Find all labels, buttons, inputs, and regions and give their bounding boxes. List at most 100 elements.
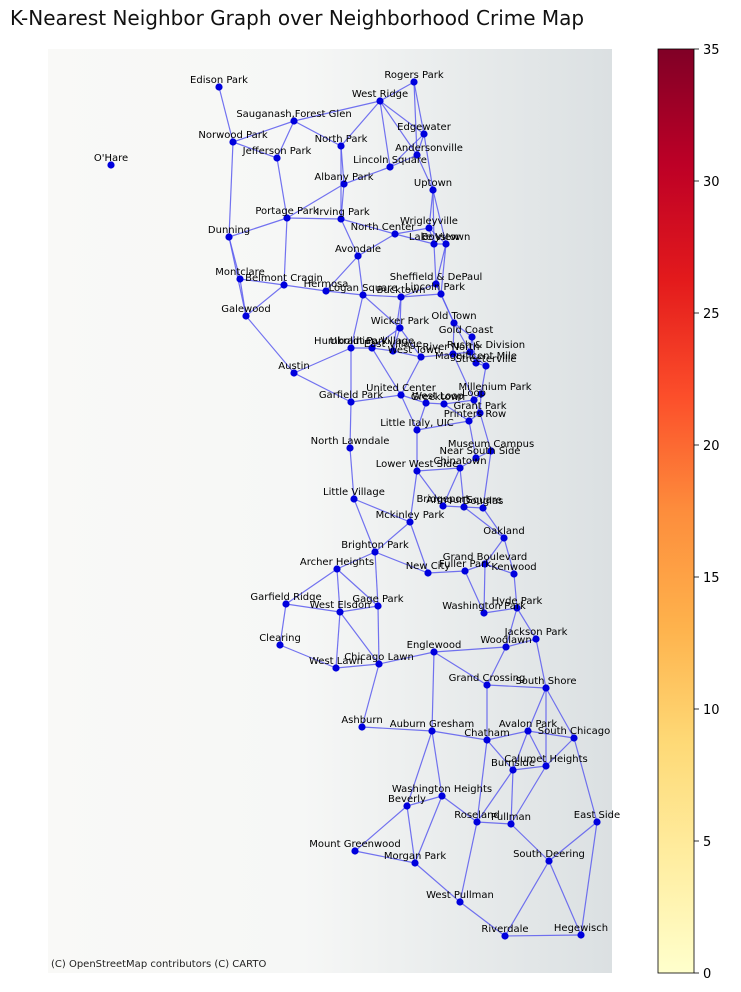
label-morgan-park: Morgan Park (384, 851, 446, 862)
node-portage-park (283, 214, 291, 222)
colorbar-ticks: 0 5 10 15 20 25 30 35 (694, 43, 720, 982)
edge-avalon-park-south-chicago (527, 730, 575, 739)
edge-brighton-park-gage-park (374, 551, 379, 607)
label-chatham: Chatham (464, 728, 510, 739)
node-ashburn (358, 723, 366, 731)
edge-river-north-loop (452, 353, 475, 401)
node-museum-campus (487, 447, 495, 455)
label-little-italy-uic: Little Italy, UIC (380, 418, 454, 429)
node-grant-park (476, 409, 484, 417)
label-archer-heights: Archer Heights (300, 557, 374, 568)
label-irving-park: Irving Park (316, 207, 369, 218)
label-andersonville: Andersonville (395, 143, 463, 154)
node-printers-row (465, 417, 473, 425)
edge-old-town-rush-division (453, 322, 471, 353)
label-edgewater: Edgewater (397, 122, 452, 133)
label-edison-park: Edison Park (190, 75, 248, 86)
edge-river-north-west-town (420, 353, 454, 358)
edge-fuller-park-washington-park (464, 570, 485, 614)
edge-gage-park-chicago-lawn (377, 605, 380, 665)
edge-wrigleyville-boystown (428, 227, 447, 245)
edge-west-ridge-edgewater (379, 100, 425, 135)
node-clearing (276, 641, 284, 649)
edge-east-side-south-deering (548, 821, 598, 862)
node-sauganash-forest-glen (290, 117, 298, 125)
node-bridgeport (439, 502, 447, 510)
label-woodlawn: Woodlawn (480, 635, 531, 646)
label-boystown: Boystown (422, 232, 471, 243)
edge-fuller-park-new-city (427, 570, 466, 574)
edge-beverly-mount-greenwood (354, 805, 408, 852)
node-lincoln-park (437, 290, 445, 298)
colorbar-tick-label: 15 (703, 571, 720, 586)
edge-armour-square-oakland (463, 506, 505, 539)
colorbar-tick-label: 10 (703, 703, 720, 718)
edge-boystown-lincoln-park (440, 243, 447, 295)
edge-belmont-cragin-galewood (245, 284, 285, 317)
edge-chinatown-lower-west-side (416, 467, 461, 472)
node-mount-greenwood (351, 847, 359, 855)
edge-beverly-morgan-park (406, 805, 416, 864)
edge-west-ridge-rogers-park (379, 81, 415, 102)
node-grand-boulevard (481, 560, 489, 568)
label-wicker-park: Wicker Park (371, 316, 430, 327)
node-sheffield-depaul (432, 280, 440, 288)
edge-south-shore-avalon-park (527, 687, 547, 732)
edge-garfield-park-north-lawndale (349, 401, 352, 449)
edge-west-elsdon-chicago-lawn (339, 611, 380, 665)
node-avalon-park (524, 727, 532, 735)
node-edison-park (215, 83, 223, 91)
edge-chatham-burnside (486, 739, 514, 771)
label-washington-heights: Washington Heights (392, 784, 492, 795)
edge-millenium-park-streeterville (480, 365, 487, 395)
edge-printers-row-near-south-side (468, 420, 477, 459)
label-oakland: Oakland (483, 526, 524, 537)
node-burnside (509, 766, 517, 774)
edge-hermosa-logan-square (325, 290, 364, 296)
label-museum-campus: Museum Campus (448, 439, 534, 450)
node-irving-park (337, 215, 345, 223)
label-near-south-side: Near South Side (440, 446, 521, 457)
label-bridgeport: Bridgeport (416, 494, 469, 505)
edge-woodlawn-jackson-park (505, 638, 537, 648)
edge-chinatown-bridgeport (442, 467, 461, 507)
edge-edgewater-lincoln-square (389, 133, 425, 168)
label-garfield-park: Garfield Park (319, 390, 384, 401)
edge-andersonville-lincoln-square (389, 154, 418, 168)
edge-north-center-lake-view (394, 233, 435, 245)
node-loop (470, 396, 478, 404)
edge-museum-campus-douglas (482, 450, 492, 509)
node-jackson-park (532, 635, 540, 643)
edge-edgewater-andersonville (416, 133, 425, 156)
label-norwood-park: Norwood Park (198, 130, 267, 141)
label-west-elsdon: West Elsdon (310, 600, 371, 611)
label-humboldt-park: Humboldt Park (314, 336, 388, 347)
node-belmont-cragin (280, 281, 288, 289)
node-brighton-park (371, 548, 379, 556)
label-river-north: River North (422, 342, 479, 353)
label-lincoln-park: Lincoln Park (405, 282, 465, 293)
colorbar-tick-label: 30 (703, 175, 720, 190)
node-humboldt-park (347, 344, 355, 352)
edge-roseland-pullman (476, 821, 512, 825)
node-rush-division (466, 348, 474, 356)
colorbar: 0 5 10 15 20 25 30 35 (657, 43, 720, 982)
edge-roseland-west-pullman (459, 821, 478, 903)
edge-south-chicago-calumet-heights (545, 737, 575, 767)
edge-englewood-auburn-gresham (431, 651, 435, 732)
label-pullman: Pullman (491, 812, 531, 823)
node-morgan-park (411, 859, 419, 867)
edge-bucktown-lincoln-park (400, 293, 442, 298)
edge-printers-row-little-italy-uic (416, 420, 470, 431)
edge-west-ridge-lincoln-square (379, 100, 391, 168)
edge-jefferson-park-portage-park (276, 157, 288, 219)
edge-chinatown-armour-square (459, 467, 465, 508)
label-ukrainian-village: Ukrainian Village (330, 336, 414, 347)
node-garfield-park (347, 398, 355, 406)
label-loop: Loop (462, 388, 486, 399)
node-austin (290, 369, 298, 377)
edge-oakland-grand-boulevard (484, 537, 505, 565)
node-new-city (424, 569, 432, 577)
label-south-deering: South Deering (513, 849, 585, 860)
edge-hyde-park-jackson-park (516, 607, 537, 640)
